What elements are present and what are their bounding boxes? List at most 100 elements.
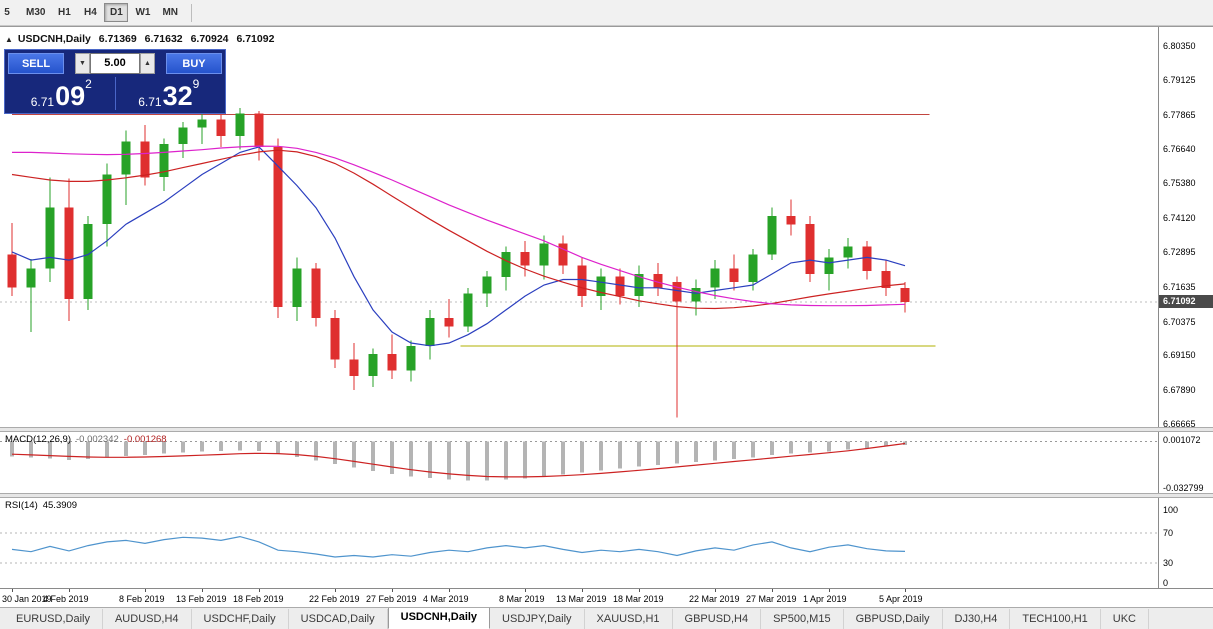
macd-histogram-bar xyxy=(523,441,527,479)
buy-price-sup: 9 xyxy=(192,77,200,91)
chart-tab[interactable]: DJ30,H4 xyxy=(943,609,1011,629)
chart-tab[interactable]: TECH100,H1 xyxy=(1010,609,1101,629)
current-price-badge: 6.71092 xyxy=(1159,295,1213,309)
time-axis-tick xyxy=(772,589,773,592)
rsi-panel: RSI(14) 45.3909 xyxy=(0,498,1158,588)
timeframe-button-w1[interactable]: W1 xyxy=(130,3,155,22)
chart-title-line: ▲ USDCNH,Daily 6.71369 6.71632 6.70924 6.… xyxy=(5,33,279,45)
timeframe-button-h1[interactable]: H1 xyxy=(52,3,76,22)
candle-body xyxy=(805,224,815,274)
date-label: 5 Apr 2019 xyxy=(879,594,923,604)
macd-chart-svg[interactable] xyxy=(0,432,1158,493)
panel-divider[interactable] xyxy=(0,493,1213,498)
candle-body xyxy=(64,207,74,299)
timeframe-button-d1[interactable]: D1 xyxy=(104,3,129,22)
price-chart-svg[interactable] xyxy=(0,27,1158,427)
chart-tabs-bar: EURUSD,Daily AUDUSD,H4 USDCHF,Daily USDCAD,… xyxy=(0,607,1213,629)
date-label: 27 Feb 2019 xyxy=(366,594,417,604)
candle-body xyxy=(102,174,112,225)
macd-histogram-bar xyxy=(333,441,337,465)
macd-histogram-bar xyxy=(238,441,242,451)
buy-price-prefix: 6.71 xyxy=(138,95,162,109)
candle-body xyxy=(710,268,720,288)
date-label: 13 Feb 2019 xyxy=(176,594,227,604)
timeframe-toolbar: 5 M30 H1 H4 D1 W1 MN xyxy=(0,0,1213,26)
macd-histogram-bar xyxy=(105,441,109,458)
price-axis-label: 6.69150 xyxy=(1163,350,1196,361)
buy-button[interactable]: BUY xyxy=(166,53,222,74)
chart-tab[interactable]: GBPUSD,H4 xyxy=(673,609,762,629)
sell-price-prefix: 6.71 xyxy=(30,95,55,109)
macd-histogram-bar xyxy=(219,441,223,451)
ohlc-close: 6.71092 xyxy=(236,33,275,45)
rsi-axis-label: 30 xyxy=(1163,558,1174,569)
volume-decrease-button[interactable]: ▼ xyxy=(75,53,90,74)
candle-body xyxy=(178,127,188,145)
macd-histogram-bar xyxy=(599,441,603,471)
time-axis-tick xyxy=(69,589,70,592)
ohlc-high: 6.71632 xyxy=(144,33,183,45)
candle-body xyxy=(596,276,606,296)
chart-tab[interactable]: USDJPY,Daily xyxy=(490,609,585,629)
macd-histogram-bar xyxy=(637,441,641,467)
candle-body xyxy=(634,274,644,297)
macd-histogram-bar xyxy=(808,441,812,453)
panel-divider[interactable] xyxy=(0,427,1213,432)
macd-histogram-bar xyxy=(314,441,318,461)
macd-histogram-bar xyxy=(48,441,52,459)
timeframe-button-5[interactable]: 5 xyxy=(0,3,19,22)
price-separator xyxy=(114,77,116,110)
candle-body xyxy=(387,354,397,371)
chart-tab[interactable]: UKC xyxy=(1101,609,1149,629)
buy-price[interactable]: 6.71 32 9 xyxy=(116,77,223,110)
volume-increase-button[interactable]: ▲ xyxy=(140,53,155,74)
candle-body xyxy=(672,282,682,302)
chart-tab[interactable]: AUDUSD,H4 xyxy=(103,609,192,629)
time-axis[interactable]: 30 Jan 2019 4 Feb 2019 8 Feb 2019 13 Feb 20… xyxy=(0,588,1213,608)
chart-tab[interactable]: USDCAD,Daily xyxy=(289,609,388,629)
candle-body xyxy=(577,265,587,297)
time-axis-tick xyxy=(12,589,13,592)
candle-body xyxy=(26,268,36,288)
date-label: 27 Mar 2019 xyxy=(746,594,797,604)
candle-body xyxy=(7,254,17,288)
macd-histogram-bar xyxy=(618,441,622,469)
candle-body xyxy=(748,254,758,283)
candle-body xyxy=(501,251,511,277)
price-axis[interactable]: 6.80350 6.79125 6.77865 6.76640 6.75380 6.741… xyxy=(1158,27,1213,429)
candle-body xyxy=(197,119,207,128)
macd-histogram-bar xyxy=(10,441,14,457)
chart-tab[interactable]: XAUUSD,H1 xyxy=(585,609,673,629)
candle-body xyxy=(786,216,796,225)
timeframe-button-m30[interactable]: M30 xyxy=(21,3,50,22)
macd-signal-value: -0.001268 xyxy=(123,434,167,445)
macd-histogram-bar xyxy=(86,441,90,459)
sell-button[interactable]: SELL xyxy=(8,53,64,74)
time-axis-tick xyxy=(449,589,450,592)
timeframe-button-h4[interactable]: H4 xyxy=(78,3,102,22)
price-axis-label: 6.80350 xyxy=(1163,41,1196,52)
chart-tab[interactable]: SP500,M15 xyxy=(761,609,844,629)
volume-input[interactable]: 5.00 xyxy=(90,53,140,74)
macd-histogram-bar xyxy=(504,441,508,480)
macd-axis-label: 0.001072 xyxy=(1163,435,1201,446)
chart-tab[interactable]: USDCHF,Daily xyxy=(192,609,289,629)
macd-histogram-bar xyxy=(770,441,774,456)
macd-histogram-bar xyxy=(276,441,280,455)
macd-histogram-bar xyxy=(561,441,565,475)
chart-tab[interactable]: GBPUSD,Daily xyxy=(844,609,943,629)
candle-body xyxy=(216,119,226,136)
timeframe-button-mn[interactable]: MN xyxy=(157,3,183,22)
rsi-chart-svg[interactable] xyxy=(0,498,1158,588)
time-axis-tick xyxy=(259,589,260,592)
time-axis-tick xyxy=(715,589,716,592)
chart-shift-icon: ▲ xyxy=(5,35,13,44)
toolbar-separator xyxy=(191,3,193,22)
ohlc-low: 6.70924 xyxy=(190,33,229,45)
sell-price[interactable]: 6.71 09 2 xyxy=(8,77,115,110)
chart-tab[interactable]: USDCNH,Daily xyxy=(387,608,491,629)
chart-window: ▲ USDCNH,Daily 6.71369 6.71632 6.70924 6.… xyxy=(0,26,1213,608)
date-label: 18 Feb 2019 xyxy=(233,594,284,604)
chart-tab[interactable]: EURUSD,Daily xyxy=(4,609,103,629)
date-label: 1 Apr 2019 xyxy=(803,594,847,604)
